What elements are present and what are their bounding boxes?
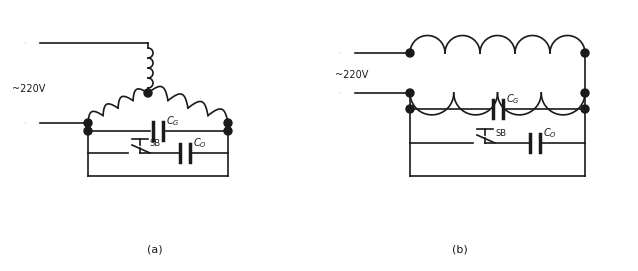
Circle shape xyxy=(581,49,589,57)
Text: $C_G$: $C_G$ xyxy=(166,114,180,128)
Text: (b): (b) xyxy=(452,244,468,254)
Circle shape xyxy=(406,89,414,97)
Circle shape xyxy=(224,127,232,135)
Circle shape xyxy=(581,89,589,97)
Circle shape xyxy=(406,49,414,57)
Text: SB: SB xyxy=(150,138,161,147)
Text: (a): (a) xyxy=(147,244,163,254)
Circle shape xyxy=(406,105,414,113)
Text: ~220V: ~220V xyxy=(335,70,368,80)
Circle shape xyxy=(224,119,232,127)
Circle shape xyxy=(144,89,152,97)
Text: $C_G$: $C_G$ xyxy=(506,92,520,106)
Circle shape xyxy=(581,105,589,113)
Text: SB: SB xyxy=(495,128,506,137)
Circle shape xyxy=(84,127,92,135)
Text: $C_O$: $C_O$ xyxy=(543,126,557,140)
Circle shape xyxy=(84,119,92,127)
Text: ~220V: ~220V xyxy=(12,84,45,94)
Text: $C_O$: $C_O$ xyxy=(193,136,207,150)
